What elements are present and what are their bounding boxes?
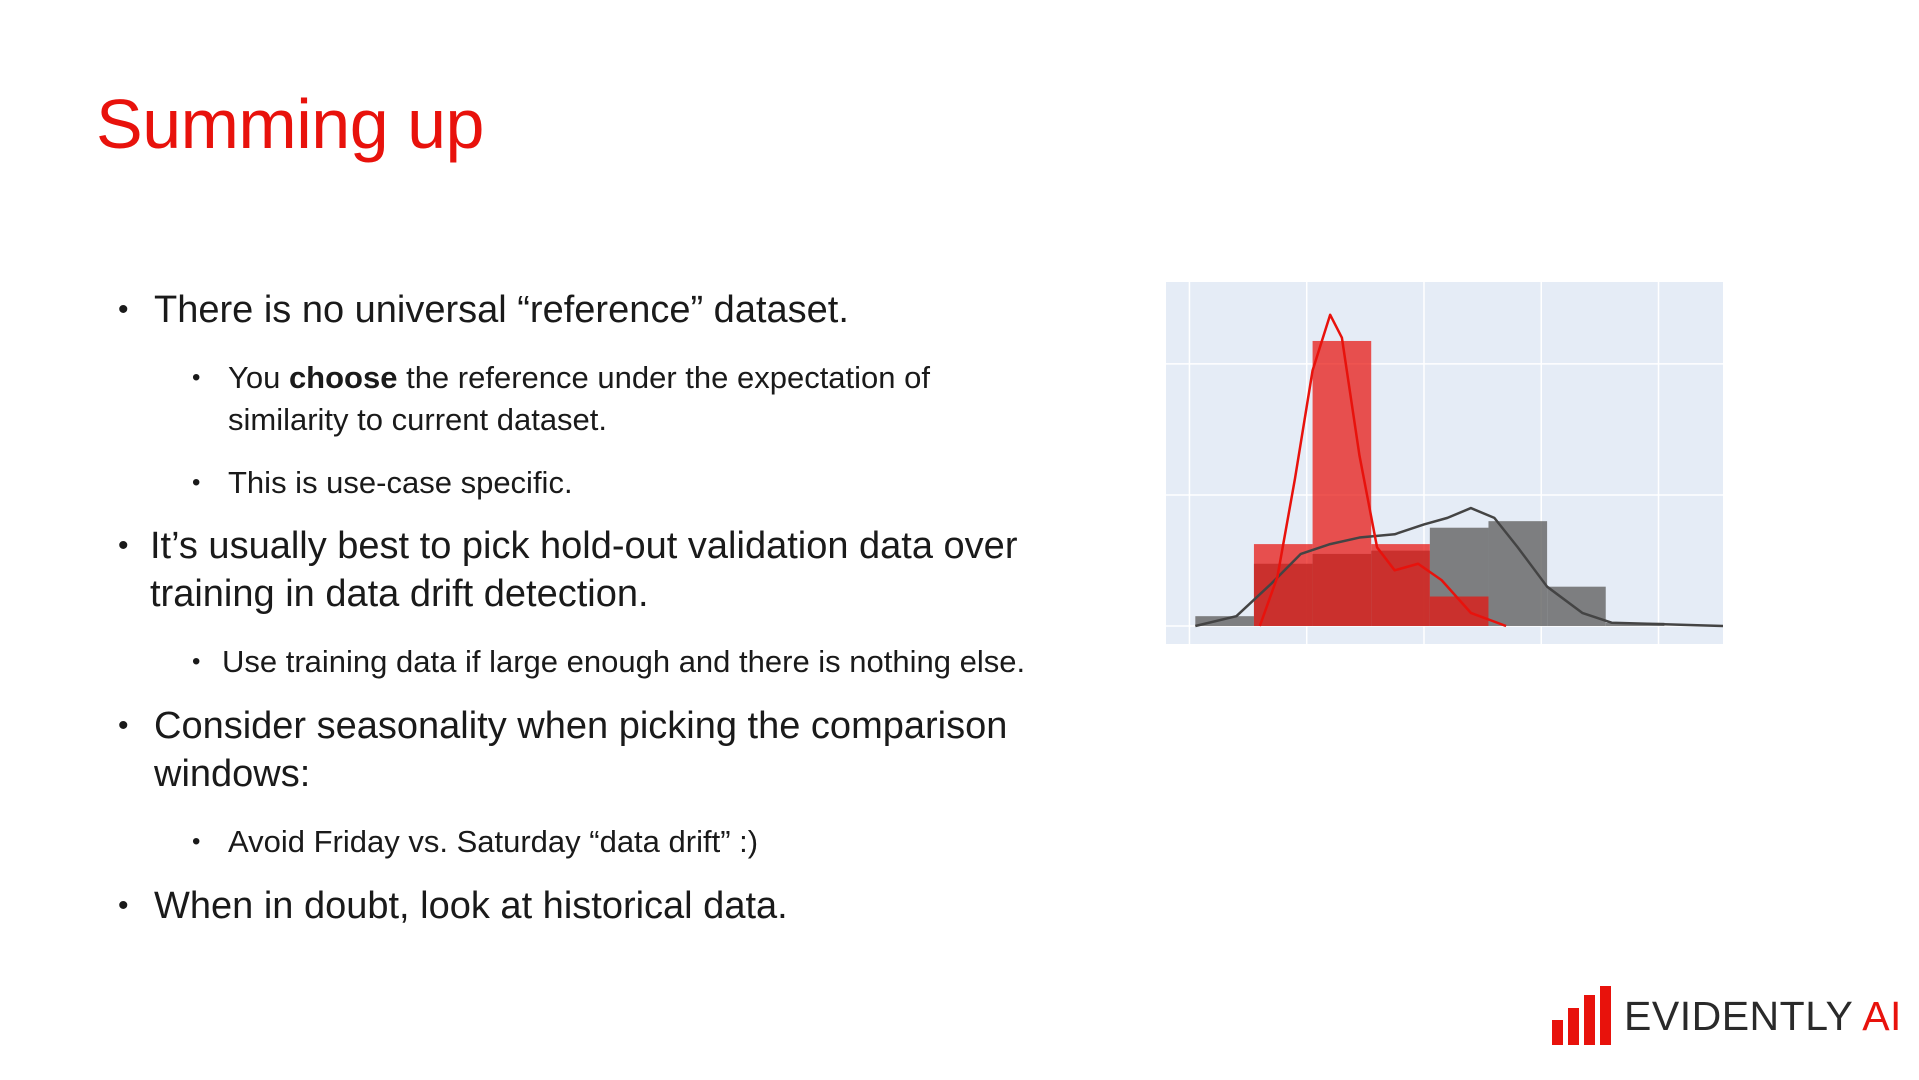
bullet-text: training in data drift detection. <box>150 573 649 615</box>
bullet-dot-icon: • <box>118 709 129 742</box>
bullet-text: This is use-case specific. <box>228 465 573 500</box>
bullet-dot-icon: • <box>118 293 129 326</box>
distribution-histogram-chart <box>1166 282 1723 644</box>
bullet-text: windows: <box>154 753 311 795</box>
chart-density-line <box>1258 313 1507 628</box>
slide-title: Summing up <box>96 85 484 163</box>
bullet-text: Consider seasonality when picking the co… <box>154 705 1008 747</box>
chart-bar <box>1371 544 1430 626</box>
logo-text-accent: AI <box>1862 993 1902 1039</box>
bullet-text: There is no universal “reference” datase… <box>154 289 849 331</box>
evidently-ai-logo: EVIDENTLY AI <box>1552 986 1901 1046</box>
bullet-text: When in doubt, look at historical data. <box>154 885 788 927</box>
bullet-dot-icon: • <box>192 469 201 496</box>
bullet-text: It’s usually best to pick hold-out valid… <box>150 525 1018 567</box>
logo-wordmark: EVIDENTLY AI <box>1624 992 1902 1040</box>
logo-text-main: EVIDENTLY <box>1624 993 1853 1039</box>
chart-bar <box>1253 544 1313 626</box>
bullet-text: Use training data if large enough and th… <box>222 644 1026 679</box>
bullet-emphasis: choose <box>288 360 398 395</box>
bullet-text: Avoid Friday vs. Saturday “data drift” :… <box>228 824 759 859</box>
bullet-dot-icon: • <box>192 828 201 855</box>
bullet-dot-icon: • <box>118 529 129 562</box>
bullet-text: similarity to current dataset. <box>228 402 608 437</box>
chart-bar <box>1312 340 1372 626</box>
bullet-dot-icon: • <box>192 648 201 675</box>
bar-chart-logo-icon <box>1552 986 1611 1045</box>
bullet-text: You choose the reference under the expec… <box>228 360 930 395</box>
bullet-dot-icon: • <box>118 889 129 922</box>
chart-bar <box>1195 616 1254 626</box>
chart-density-line <box>1195 506 1723 628</box>
bullet-dot-icon: • <box>192 364 201 391</box>
